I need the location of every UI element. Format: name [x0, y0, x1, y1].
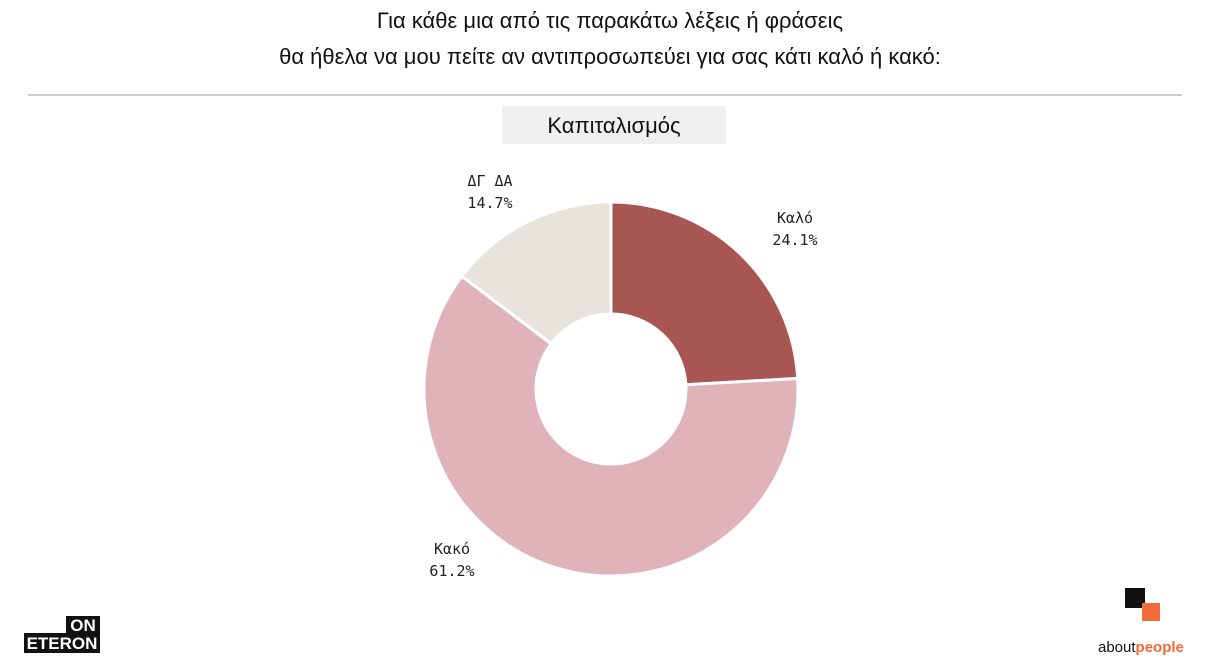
title-line: θα ήθελα να μου πείτε αν αντιπροσωπεύει … [279, 44, 941, 69]
slice-value: 24.1% [772, 231, 817, 249]
logo-text: ETERON [27, 634, 98, 653]
slice-category: Καλό [777, 209, 813, 227]
logo-text: aboutpeople [1098, 639, 1184, 656]
donut-slice [422, 274, 800, 578]
donut-slice [609, 200, 800, 387]
subtitle: Καπιταλισμός [547, 113, 680, 138]
donut-slice [459, 200, 613, 346]
logo-people: people [1136, 639, 1184, 656]
logo-about: about [1098, 639, 1136, 656]
logo-left: ON ETERON [24, 616, 100, 653]
logo-text: ON [70, 616, 96, 635]
logo-icon [1125, 588, 1145, 608]
title-line: Για κάθε μια από τις παρακάτω λέξεις ή φ… [377, 8, 843, 33]
slice-category: ΔΓ ΔΑ [467, 172, 512, 190]
slice-category: Κακό [434, 540, 470, 558]
slice-value: 14.7% [467, 194, 512, 212]
slice-value: 61.2% [429, 562, 474, 580]
logo-right: aboutpeople [1098, 588, 1184, 656]
subtitle-box [502, 106, 726, 144]
logo-icon [1142, 603, 1160, 621]
logo-bg [66, 616, 100, 636]
logo-bg [24, 633, 100, 653]
